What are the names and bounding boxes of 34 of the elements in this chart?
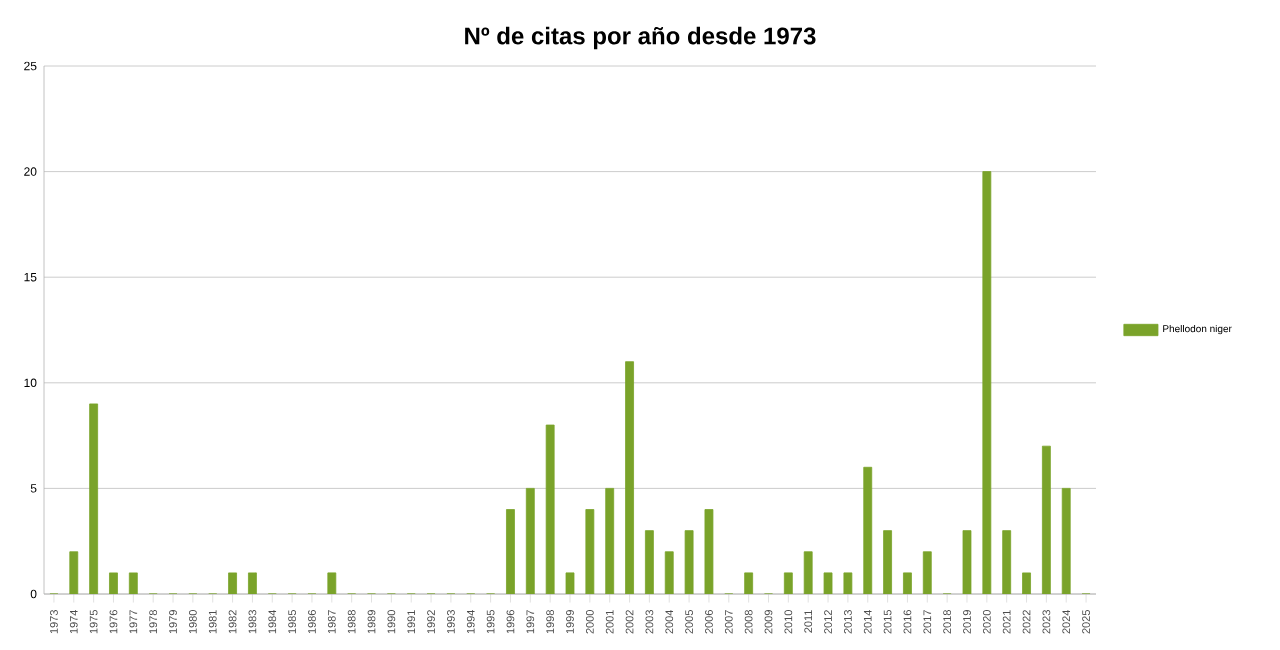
bar <box>1022 572 1031 594</box>
bar <box>327 572 337 594</box>
bar <box>605 488 615 594</box>
bar <box>1061 488 1071 594</box>
bar <box>962 530 972 594</box>
bar <box>545 424 555 594</box>
bar <box>585 509 595 594</box>
bar <box>228 572 237 594</box>
bar <box>922 551 932 594</box>
bar <box>565 572 575 594</box>
bar <box>625 361 634 594</box>
chart-title: Nº de citas por año desde 1973 <box>465 26 816 50</box>
bar <box>89 403 99 594</box>
bar <box>982 171 992 594</box>
bar <box>883 530 892 594</box>
bar <box>863 466 873 594</box>
bar <box>109 572 118 594</box>
bar <box>684 530 694 594</box>
bar <box>69 551 79 594</box>
bar <box>506 509 515 594</box>
bar <box>525 488 535 594</box>
bar <box>704 509 714 594</box>
bar <box>903 572 912 594</box>
bar <box>1041 445 1051 594</box>
bar <box>664 551 674 594</box>
bar <box>843 572 853 594</box>
bar <box>823 572 833 594</box>
bar <box>803 551 813 594</box>
bar <box>1002 530 1012 594</box>
bar <box>783 572 793 594</box>
bar <box>645 530 654 594</box>
bar <box>128 572 138 594</box>
bar <box>744 572 754 594</box>
bar <box>248 572 257 594</box>
